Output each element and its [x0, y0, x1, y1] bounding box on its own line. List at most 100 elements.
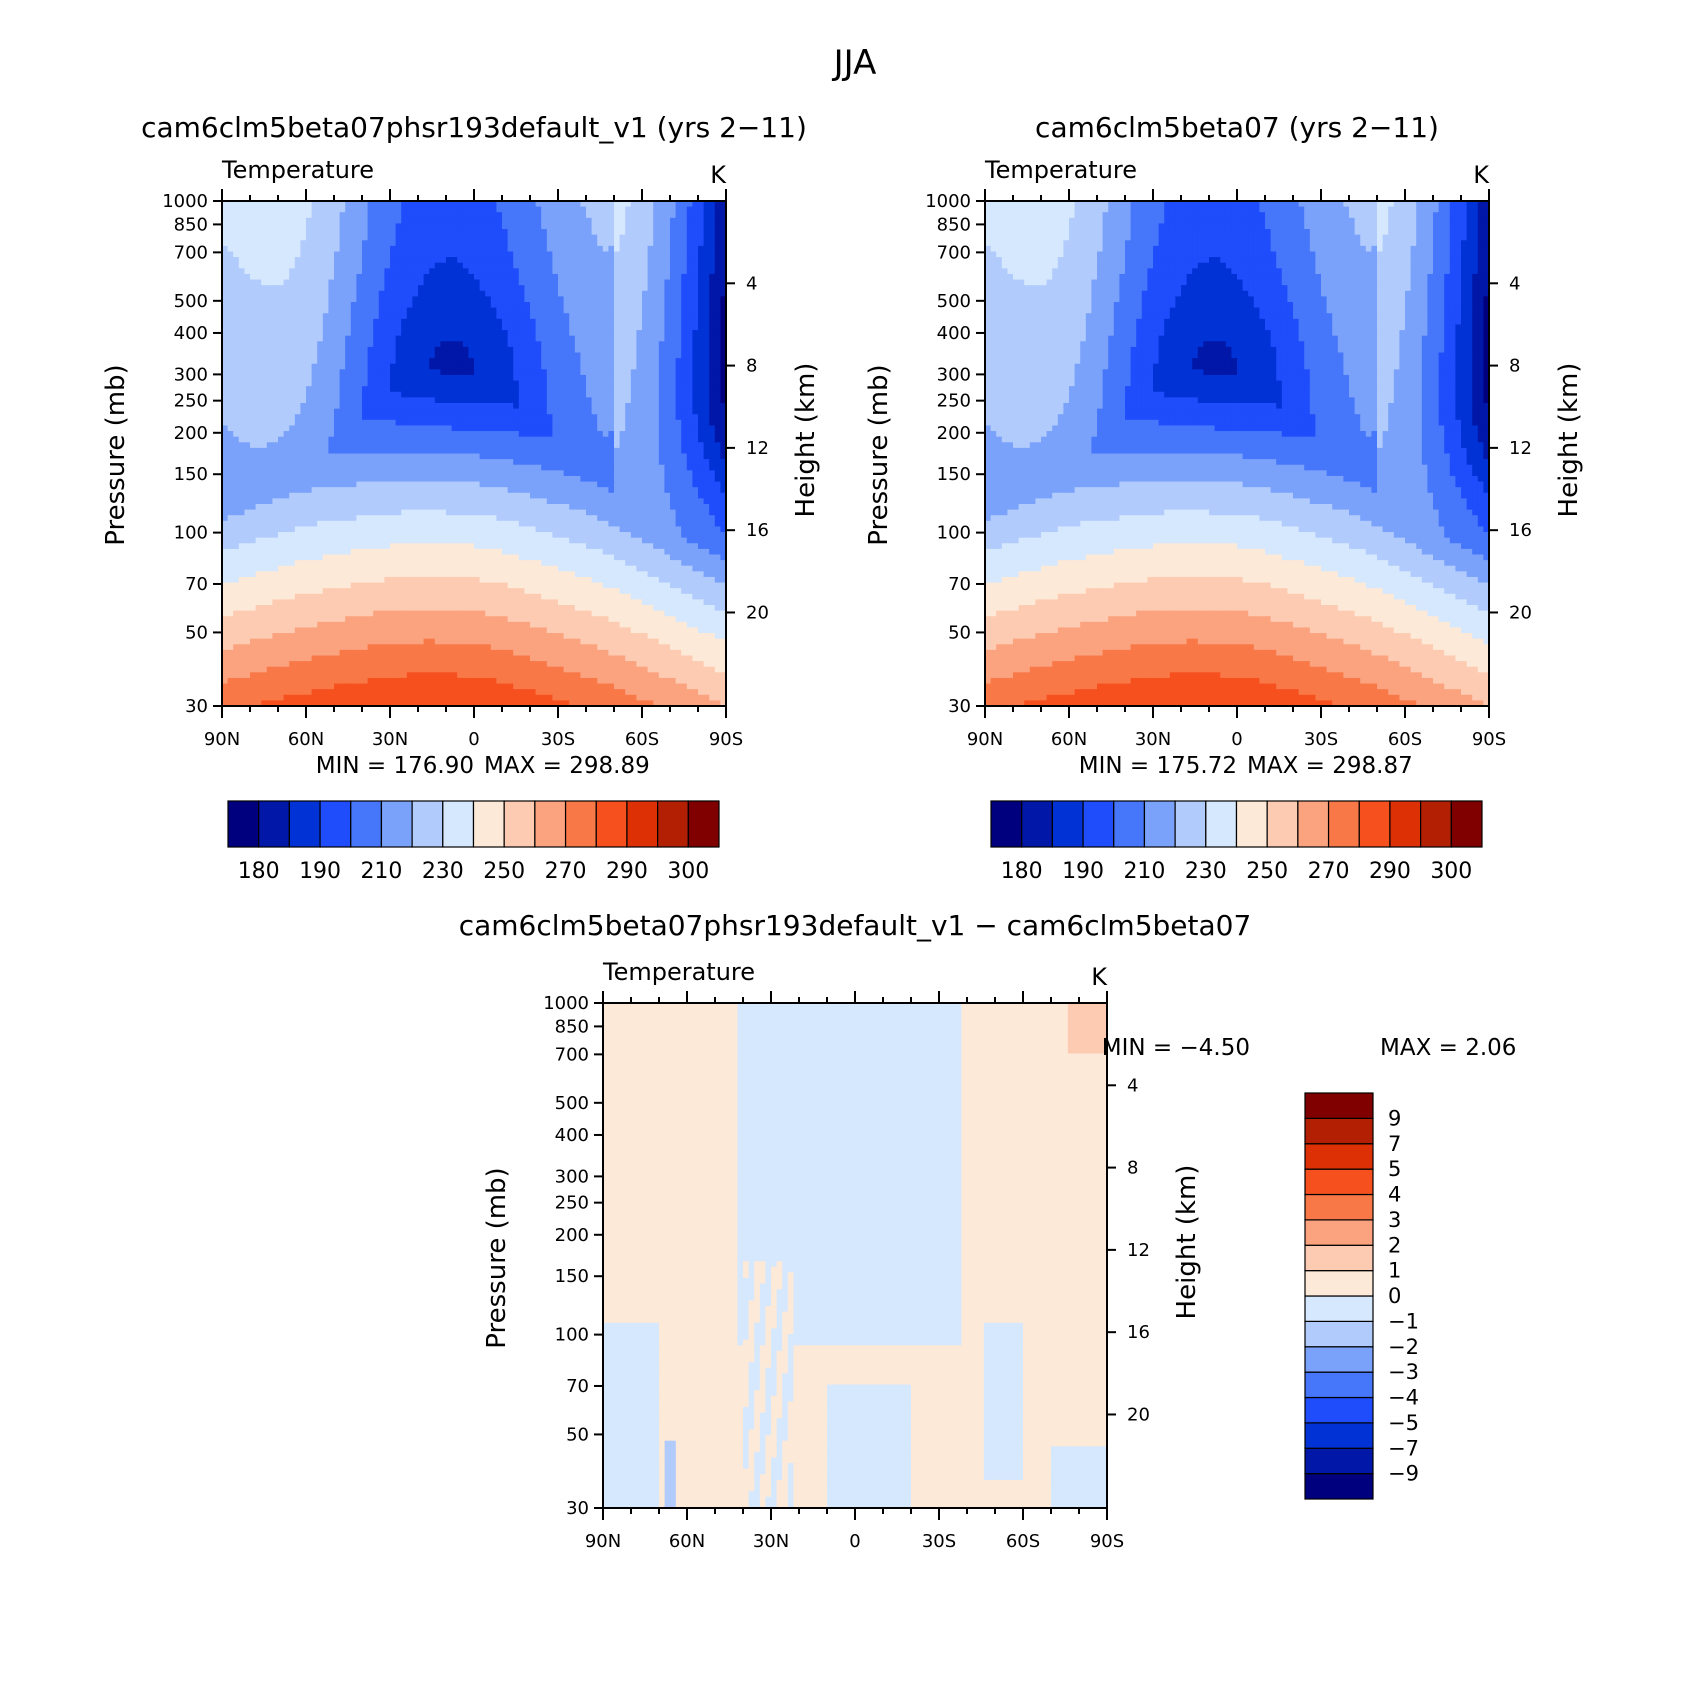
field-cell	[278, 212, 285, 219]
field-cell	[630, 408, 637, 415]
field-cell	[591, 498, 598, 505]
field-cell	[390, 240, 397, 247]
field-cell	[597, 206, 604, 213]
field-cell	[401, 498, 408, 505]
field-cell	[233, 425, 240, 432]
field-cell	[479, 453, 486, 460]
field-cell	[317, 234, 324, 241]
field-cell	[614, 279, 621, 286]
field-cell	[619, 245, 626, 253]
field-cell	[692, 206, 699, 213]
field-cell	[546, 324, 553, 331]
field-cell	[535, 436, 542, 443]
field-cell	[339, 346, 346, 354]
field-cell	[664, 414, 671, 421]
field-cell	[698, 425, 705, 432]
field-cell	[238, 459, 245, 466]
field-cell	[373, 346, 380, 354]
field-cell	[490, 358, 497, 365]
field-cell	[681, 296, 688, 303]
field-cell	[647, 212, 654, 219]
field-cell	[266, 487, 273, 494]
field-cell	[597, 431, 604, 438]
field-cell	[429, 257, 436, 264]
field-cell	[586, 273, 593, 281]
field-cell	[530, 436, 537, 443]
field-cell	[289, 470, 296, 477]
field-cell	[496, 206, 503, 213]
field-cell	[227, 487, 234, 494]
field-cell	[457, 273, 464, 281]
field-cell	[457, 453, 464, 460]
field-cell	[238, 431, 245, 438]
field-cell	[356, 262, 363, 269]
field-cell	[362, 487, 369, 494]
field-cell	[541, 431, 548, 438]
field-cell	[552, 245, 559, 253]
field-cell	[317, 487, 324, 494]
field-cell	[468, 335, 475, 342]
field-cell	[384, 442, 391, 449]
field-cell	[558, 425, 565, 432]
field-cell	[390, 363, 397, 370]
field-cell	[373, 363, 380, 370]
field-cell	[608, 386, 615, 393]
field-cell	[642, 358, 649, 365]
field-cell	[294, 487, 301, 494]
field-cell	[591, 374, 598, 382]
field-cell	[630, 268, 637, 275]
field-cell	[384, 335, 391, 342]
field-cell	[714, 475, 721, 483]
field-cell	[345, 386, 352, 393]
field-cell	[345, 290, 352, 297]
field-cell	[272, 223, 279, 230]
field-cell	[552, 403, 559, 410]
field-cell	[462, 487, 469, 494]
field-cell	[462, 296, 469, 303]
field-cell	[300, 436, 307, 443]
field-cell	[261, 285, 268, 292]
field-cell	[227, 318, 234, 326]
field-cell	[244, 504, 251, 511]
field-cell	[496, 318, 503, 326]
field-cell	[541, 234, 548, 241]
field-cell	[356, 352, 363, 359]
field-cell	[250, 492, 257, 499]
field-cell	[619, 330, 626, 337]
field-cell	[339, 229, 346, 236]
field-cell	[709, 374, 716, 382]
field-cell	[434, 346, 441, 354]
field-cell	[261, 374, 268, 382]
field-cell	[294, 341, 301, 348]
field-cell	[597, 391, 604, 398]
field-cell	[434, 318, 441, 326]
field-cell	[227, 330, 234, 337]
field-cell	[580, 229, 587, 236]
field-cell	[261, 459, 268, 466]
field-cell	[591, 217, 598, 225]
field-cell	[653, 257, 660, 264]
field-cell	[446, 492, 453, 499]
field-cell	[535, 492, 542, 499]
field-cell	[462, 431, 469, 438]
field-cell	[563, 442, 570, 449]
field-cell	[350, 217, 357, 225]
field-cell	[479, 363, 486, 370]
field-cell	[418, 313, 425, 320]
field-cell	[569, 313, 576, 320]
field-cell	[602, 352, 609, 359]
field-cell	[709, 251, 716, 258]
field-cell	[479, 206, 486, 213]
field-cell	[222, 380, 229, 387]
field-cell	[602, 470, 609, 477]
field-cell	[558, 369, 565, 376]
field-cell	[300, 217, 307, 225]
field-cell	[395, 442, 402, 449]
field-cell	[485, 257, 492, 264]
field-cell	[546, 268, 553, 275]
field-cell	[227, 346, 234, 354]
field-cell	[535, 229, 542, 236]
field-cell	[658, 492, 665, 499]
field-cell	[714, 245, 721, 253]
field-cell	[630, 397, 637, 404]
